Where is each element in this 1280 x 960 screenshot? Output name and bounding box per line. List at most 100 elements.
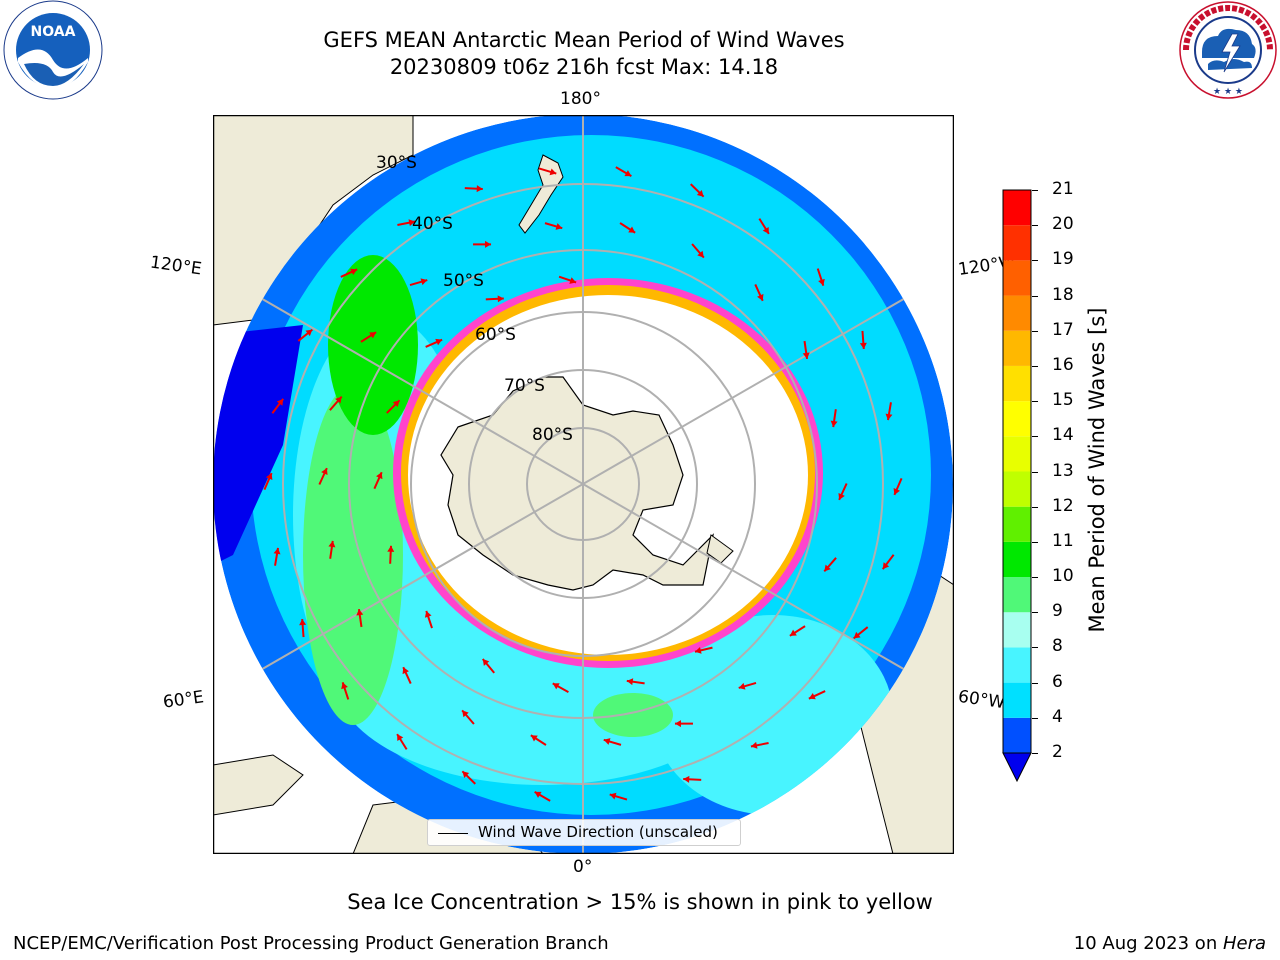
colorbar-tick-mark xyxy=(1032,436,1038,438)
wave-direction-arrowhead xyxy=(802,352,810,359)
nws-logo: ★ ★ ★ xyxy=(1178,0,1278,100)
colorbar-swatch xyxy=(1003,225,1031,261)
wave-direction-arrowhead xyxy=(818,278,825,286)
colorbar xyxy=(1002,188,1032,784)
wave-direction-arrowhead xyxy=(356,609,364,616)
wave-direction-arrowhead xyxy=(882,562,890,570)
colorbar-tick-mark xyxy=(1032,647,1038,649)
colorbar-tick-mark xyxy=(1032,541,1038,543)
colorbar-tick-mark xyxy=(1032,260,1038,262)
wave-direction-arrowhead xyxy=(893,488,901,495)
footer-machine: Hera xyxy=(1222,933,1266,954)
lat-label-50s: 50°S xyxy=(443,271,484,291)
wave-direction-arrowhead xyxy=(485,240,492,248)
wave-direction-arrowhead xyxy=(397,734,404,742)
noaa-logo: NOAA xyxy=(2,0,104,102)
wave-direction-arrowhead xyxy=(424,610,432,618)
colorbar-tick-label: 12 xyxy=(1052,495,1074,516)
polar-map: 30°S 40°S 50°S 60°S 70°S 80°S xyxy=(213,115,954,854)
footer-left: NCEP/EMC/Verification Post Processing Pr… xyxy=(13,933,609,954)
colorbar-swatch xyxy=(1003,471,1031,507)
colorbar-swatch xyxy=(1003,717,1031,753)
colorbar-tick-label: 6 xyxy=(1052,671,1063,692)
colorbar-tick-label: 18 xyxy=(1052,284,1074,305)
lon-label-180: 180° xyxy=(560,89,601,109)
wave-direction-arrowhead xyxy=(694,646,702,654)
lon-label-60e: 60°E xyxy=(161,687,206,713)
colorbar-swatch xyxy=(1003,577,1031,613)
madagascar-land xyxy=(213,754,304,816)
legend-line-icon xyxy=(438,833,468,834)
colorbar-swatch xyxy=(1003,260,1031,296)
wave-direction-arrowhead xyxy=(328,540,336,548)
wave-direction-arrowhead xyxy=(534,791,542,798)
wave-direction-arrowhead xyxy=(408,219,416,227)
colorbar-tick-label: 8 xyxy=(1052,636,1063,657)
ocean-field-11s-left xyxy=(328,255,418,435)
ocean-field-10s-bottom xyxy=(593,693,673,737)
wave-direction-arrowhead xyxy=(276,398,284,406)
wave-direction-arrowhead xyxy=(552,683,560,690)
lat-label-60s: 60°S xyxy=(475,325,516,345)
lon-label-60w: 60°W xyxy=(956,686,1007,714)
wave-direction-arrowhead xyxy=(321,468,328,476)
colorbar-tick-mark xyxy=(1032,753,1038,754)
wave-direction-arrowhead xyxy=(376,472,383,480)
colorbar-tick-label: 10 xyxy=(1052,566,1074,587)
colorbar-tick-label: 15 xyxy=(1052,390,1074,411)
wave-direction-arrowhead xyxy=(341,682,348,690)
wave-direction-arrowhead xyxy=(392,400,400,408)
wave-direction-arrowhead xyxy=(830,420,838,428)
colorbar-tick-mark xyxy=(1032,682,1038,684)
wave-direction-arrowhead xyxy=(569,277,577,284)
colorbar-tick-label: 19 xyxy=(1052,249,1074,270)
wave-direction-arrowhead xyxy=(628,226,636,233)
graticule xyxy=(213,115,953,854)
colorbar-tick-mark xyxy=(1032,365,1038,367)
wave-direction-arrowhead xyxy=(350,268,358,276)
wave-direction-arrowhead xyxy=(808,692,816,700)
colorbar-tick-label: 4 xyxy=(1052,706,1063,727)
colorbar-tick-label: 2 xyxy=(1052,742,1063,762)
wave-direction-arrowhead xyxy=(369,332,377,339)
wave-direction-arrowhead xyxy=(738,682,746,690)
wave-direction-arrowhead xyxy=(885,413,893,421)
wave-direction-arrowhead xyxy=(462,771,470,779)
wind-wave-arrows xyxy=(263,166,903,802)
wave-direction-arrowhead xyxy=(435,338,443,346)
colorbar-swatch xyxy=(1003,330,1031,366)
colorbar-tick-label: 9 xyxy=(1052,601,1063,622)
ocean-field-under-2s xyxy=(213,325,303,565)
chart-title: GEFS MEAN Antarctic Mean Period of Wind … xyxy=(323,28,845,52)
wave-direction-arrowhead xyxy=(420,278,428,286)
colorbar-tick-label: 21 xyxy=(1052,179,1074,199)
colorbar-swatches xyxy=(1002,189,1032,783)
map-panel: 30°S 40°S 50°S 60°S 70°S 80°S xyxy=(213,115,954,854)
lat-label-70s: 70°S xyxy=(504,376,545,396)
wave-direction-arrowhead xyxy=(462,710,469,718)
wave-direction-arrowhead xyxy=(387,545,395,552)
footer-right: 10 Aug 2023 on Hera xyxy=(1074,933,1266,954)
colorbar-under-extension xyxy=(1002,752,1032,783)
wave-direction-arrowhead xyxy=(273,547,281,555)
nws-logo-icon: ★ ★ ★ xyxy=(1179,1,1277,99)
colorbar-swatch xyxy=(1003,506,1031,542)
colorbar-tick-mark xyxy=(1032,471,1038,473)
wave-direction-arrowhead xyxy=(853,631,861,639)
colorbar-swatch xyxy=(1003,647,1031,683)
noaa-logo-text: NOAA xyxy=(31,24,76,40)
colorbar-label: Mean Period of Wind Waves [s] xyxy=(1085,307,1109,633)
wave-direction-arrowhead xyxy=(497,295,504,303)
wave-direction-arrowhead xyxy=(626,678,634,686)
wave-direction-arrowhead xyxy=(789,629,797,636)
colorbar-tick-mark xyxy=(1032,577,1038,579)
chart-subtitle: 20230809 t06z 216h fcst Max: 14.18 xyxy=(389,55,779,79)
colorbar-swatch xyxy=(1003,436,1031,472)
colorbar-tick-mark xyxy=(1032,190,1038,191)
map-legend: Wind Wave Direction (unscaled) xyxy=(427,819,741,846)
lon-label-120e: 120°E xyxy=(148,252,203,280)
wave-direction-arrowhead xyxy=(555,223,563,230)
wave-direction-arrowhead xyxy=(696,189,704,197)
wave-direction-arrowhead xyxy=(305,329,313,337)
wave-direction-arrowhead xyxy=(549,168,557,176)
